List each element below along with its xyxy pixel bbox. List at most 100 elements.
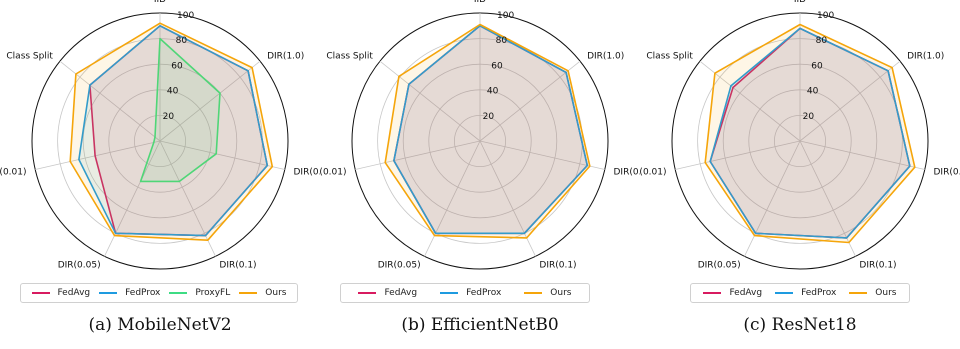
legend-item-fedavg: FedAvg [358,288,417,298]
axis-label-dir-0-5: DIR(0.5) [934,168,960,178]
r-tick-label: 100 [177,11,194,21]
legend-item-ours: Ours [849,288,896,298]
r-tick-label: 40 [807,87,819,97]
axis-label-iid: IID [154,0,166,5]
legend-item-fedprox: FedProx [440,288,501,298]
axis-label-dir-1-0: DIR(1.0) [907,52,944,62]
r-tick-label: 20 [163,112,175,122]
legend-label: FedProx [801,288,837,298]
grid-spoke [159,140,216,257]
series-ours [384,23,591,239]
grid-spoke [104,140,161,257]
legend-item-fedprox: FedProx [99,288,160,298]
r-tick-label: 60 [811,61,823,71]
grid-spoke [424,140,481,257]
legend-swatch [169,292,188,294]
series-proxyfl [139,37,221,183]
series-fedprox [709,27,911,239]
legend-item-fedavg: FedAvg [31,288,91,298]
r-tick-label: 100 [817,11,834,21]
legend-item-ours: Ours [524,288,571,298]
legend-swatch [358,292,377,294]
legend-label: FedAvg [57,288,91,298]
legend: FedAvg FedProx Ours [340,283,590,303]
chart-caption: (b) EfficientNetB0 [401,315,559,335]
radar-chart: 20 40 60 80 100 IID DIR(1.0) DIR(0.5) DIR(0.1) DI… [0,0,321,270]
grid-spoke [479,60,581,142]
legend-label: FedProx [125,288,161,298]
series-fedprox [78,24,269,237]
axis-label-dir-0-1: DIR(0.1) [859,260,896,270]
legend-swatch [524,292,543,294]
grid-spoke [159,60,261,142]
legend-label: Ours [875,288,897,298]
series-ours [704,23,916,244]
legend-swatch [440,292,459,294]
r-tick-label: 60 [491,61,503,71]
radar-chart: 20 40 60 80 100 IID DIR(1.0) DIR(0.5) DIR(0.1) DI… [320,0,641,270]
axis-label-iid: IID [474,0,486,5]
radar-chart: 20 40 60 80 100 IID DIR(1.0) DIR(0.5) DIR(0.1) DI… [640,0,960,270]
r-tick-label: 40 [167,87,179,97]
axis-label-dir-0-05: DIR(0.05) [378,260,421,270]
r-tick-label: 80 [176,36,188,46]
grid-spoke [799,60,901,142]
axis-label-dir-0-5: DIR(0.5) [294,168,321,178]
chart-caption: (a) MobileNetV2 [88,315,232,335]
axis-label-dir-0-5: DIR(0.5) [614,168,641,178]
legend-swatch [849,292,868,294]
r-tick-label: 20 [483,112,495,122]
legend-label: ProxyFL [195,288,231,298]
axis-label-class-split: Class Split [646,52,693,62]
legend-label: FedProx [466,288,502,298]
legend: FedAvg FedProx ProxyFL Ours [20,283,298,303]
grid-spoke [699,60,801,142]
legend-item-fedprox: FedProx [775,288,836,298]
axis-label-dir-1-0: DIR(1.0) [587,52,624,62]
legend: FedAvg FedProx Ours [690,283,910,303]
chart-caption: (c) ResNet18 [743,315,857,335]
grid-spoke [799,140,925,170]
grid-spoke [744,140,801,257]
legend-swatch [99,292,118,294]
legend-label: FedAvg [729,288,763,298]
grid-spoke [675,140,801,170]
legend-swatch [775,292,794,294]
legend-label: Ours [550,288,572,298]
series-fedprox [393,24,589,235]
legend-item-fedavg: FedAvg [703,288,762,298]
axis-label-dir-0-01: DIR(0.01) [640,168,667,178]
series-ours [69,22,274,241]
r-tick-label: 20 [803,112,815,122]
axis-label-dir-0-05: DIR(0.05) [58,260,101,270]
chart-panel-b: 20 40 60 80 100 IID DIR(1.0) DIR(0.5) DIR(0.1) DI… [320,0,640,349]
legend-label: FedAvg [384,288,418,298]
legend-label: Ours [265,288,287,298]
grid-spoke [355,140,481,170]
r-tick-label: 100 [497,11,514,21]
chart-panel-c: 20 40 60 80 100 IID DIR(1.0) DIR(0.5) DIR(0.1) DI… [640,0,960,349]
axis-label-dir-1-0: DIR(1.0) [267,52,304,62]
axis-label-iid: IID [794,0,806,5]
legend-swatch [31,292,50,294]
axis-label-dir-0-01: DIR(0.01) [320,168,347,178]
legend-item-proxyfl: ProxyFL [169,288,230,298]
grid-spoke [379,60,481,142]
legend-swatch [239,292,258,294]
axis-label-dir-0-1: DIR(0.1) [219,260,256,270]
axis-label-class-split: Class Split [326,52,373,62]
grid-spoke [159,140,285,170]
grid-spoke [35,140,161,170]
axis-label-dir-0-01: DIR(0.01) [0,168,27,178]
axis-label-dir-0-05: DIR(0.05) [698,260,741,270]
legend-swatch [703,292,722,294]
legend-item-ours: Ours [239,288,286,298]
chart-panel-a: 20 40 60 80 100 IID DIR(1.0) DIR(0.5) DIR(0.1) DI… [0,0,320,349]
r-tick-label: 80 [816,36,828,46]
grid-spoke [479,140,605,170]
r-tick-label: 40 [487,87,499,97]
r-tick-label: 60 [171,61,183,71]
axis-label-class-split: Class Split [6,52,53,62]
axis-label-dir-0-1: DIR(0.1) [539,260,576,270]
r-tick-label: 80 [496,36,508,46]
